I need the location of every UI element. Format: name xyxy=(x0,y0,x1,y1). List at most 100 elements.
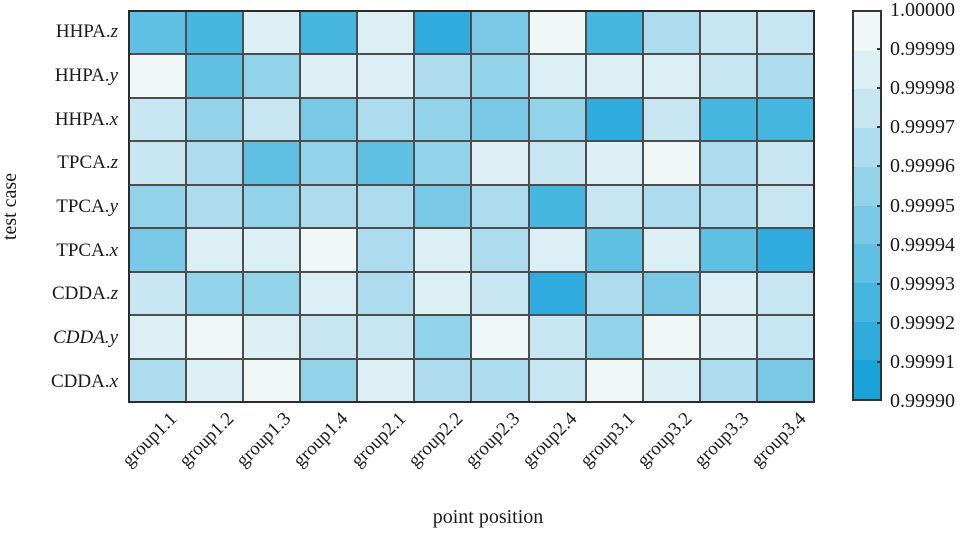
heatmap-cell xyxy=(529,55,585,97)
heatmap-cell xyxy=(472,98,528,141)
heatmap-cell xyxy=(301,55,357,97)
y-tick-label: HHPA. x xyxy=(0,97,122,141)
heatmap-cell xyxy=(700,12,756,54)
heatmap-cell xyxy=(586,98,642,141)
x-tick-label: group1.1 xyxy=(117,408,181,472)
heatmap-cell xyxy=(586,185,642,228)
colorbar-tick-label: 0.99996 xyxy=(890,155,955,178)
colorbar-tick xyxy=(877,360,882,363)
heatmap-cell xyxy=(244,185,300,228)
heatmap xyxy=(128,10,815,403)
heatmap-cell xyxy=(187,185,243,228)
heatmap-cell xyxy=(130,55,186,97)
heatmap-cell xyxy=(643,229,699,271)
heatmap-cell xyxy=(415,316,471,358)
colorbar-band xyxy=(854,321,880,361)
y-tick-label-prefix: CDDA. xyxy=(50,370,110,392)
y-tick-label: TPCA. x xyxy=(0,228,122,272)
heatmap-cell xyxy=(472,272,528,315)
x-tick-label: group2.4 xyxy=(518,408,582,472)
x-tick-label: group2.3 xyxy=(461,408,525,472)
heatmap-cell xyxy=(586,12,642,54)
heatmap-cell xyxy=(529,316,585,358)
heatmap-cell xyxy=(187,316,243,358)
heatmap-cell xyxy=(472,142,528,184)
heatmap-cell xyxy=(415,12,471,54)
y-tick-label-suffix: x xyxy=(109,108,118,130)
heatmap-cell xyxy=(301,98,357,141)
heatmap-cell xyxy=(301,142,357,184)
heatmap-cell xyxy=(358,55,414,97)
heatmap-cell xyxy=(643,12,699,54)
heatmap-cell xyxy=(415,359,471,401)
heatmap-cell xyxy=(472,185,528,228)
heatmap-cell xyxy=(757,98,813,141)
heatmap-cell xyxy=(757,142,813,184)
heatmap-cell xyxy=(187,12,243,54)
heatmap-cell xyxy=(643,185,699,228)
colorbar-band xyxy=(854,360,880,400)
heatmap-cell xyxy=(472,55,528,97)
x-tick-label: group1.3 xyxy=(232,408,296,472)
heatmap-cell xyxy=(301,229,357,271)
y-tick-label: CDDA. z xyxy=(0,272,122,316)
y-tick-label-suffix: y xyxy=(109,196,118,218)
y-tick-label-prefix: TPCA. xyxy=(56,196,110,218)
heatmap-cell xyxy=(301,12,357,54)
heatmap-cell xyxy=(130,359,186,401)
y-tick-label-prefix: HHPA. xyxy=(54,108,110,130)
heatmap-cell xyxy=(415,229,471,271)
heatmap-cell xyxy=(358,359,414,401)
heatmap-cell xyxy=(130,229,186,271)
heatmap-cell xyxy=(472,12,528,54)
heatmap-cell xyxy=(700,316,756,358)
heatmap-cell xyxy=(187,272,243,315)
colorbar-tick-label: 0.99999 xyxy=(890,38,955,61)
heatmap-cell xyxy=(415,98,471,141)
heatmap-cell xyxy=(757,12,813,54)
heatmap-cell xyxy=(244,316,300,358)
heatmap-cell xyxy=(358,185,414,228)
colorbar xyxy=(852,10,882,401)
heatmap-cell xyxy=(358,229,414,271)
heatmap-cell xyxy=(358,316,414,358)
colorbar-band xyxy=(854,12,880,51)
x-tick-label: group3.4 xyxy=(747,408,811,472)
y-tick-label-prefix: CDDA. xyxy=(52,283,111,305)
heatmap-cell xyxy=(187,359,243,401)
heatmap-cell xyxy=(130,272,186,315)
y-tick-label-suffix: x xyxy=(109,370,118,392)
heatmap-cell xyxy=(700,359,756,401)
heatmap-cell xyxy=(130,12,186,54)
heatmap-cell xyxy=(643,316,699,358)
heatmap-cell xyxy=(130,316,186,358)
heatmap-cell xyxy=(757,55,813,97)
colorbar-tick-label: 0.99997 xyxy=(890,116,955,139)
heatmap-cell xyxy=(757,185,813,228)
heatmap-cell xyxy=(244,229,300,271)
heatmap-cell xyxy=(130,185,186,228)
heatmap-cell xyxy=(301,185,357,228)
heatmap-cell xyxy=(529,229,585,271)
y-tick-label-prefix: TPCA. xyxy=(57,152,111,174)
heatmap-cell xyxy=(187,142,243,184)
heatmap-cell xyxy=(700,185,756,228)
x-axis-title: point position xyxy=(432,506,544,528)
x-tick-label: group1.2 xyxy=(175,408,239,472)
colorbar-band xyxy=(854,282,880,322)
heatmap-cell xyxy=(529,272,585,315)
x-tick-label: group2.2 xyxy=(404,408,468,472)
colorbar-tick xyxy=(877,321,882,324)
heatmap-cell xyxy=(586,55,642,97)
heatmap-cell xyxy=(586,316,642,358)
heatmap-cell xyxy=(643,272,699,315)
colorbar-tick xyxy=(877,48,882,51)
heatmap-cell xyxy=(700,229,756,271)
x-tick-label: group3.2 xyxy=(633,408,697,472)
colorbar-tick-label: 0.99992 xyxy=(890,311,955,334)
colorbar-band xyxy=(854,50,880,90)
colorbar-tick xyxy=(877,204,882,207)
heatmap-cell xyxy=(358,98,414,141)
heatmap-cell xyxy=(757,316,813,358)
heatmap-cell xyxy=(472,229,528,271)
